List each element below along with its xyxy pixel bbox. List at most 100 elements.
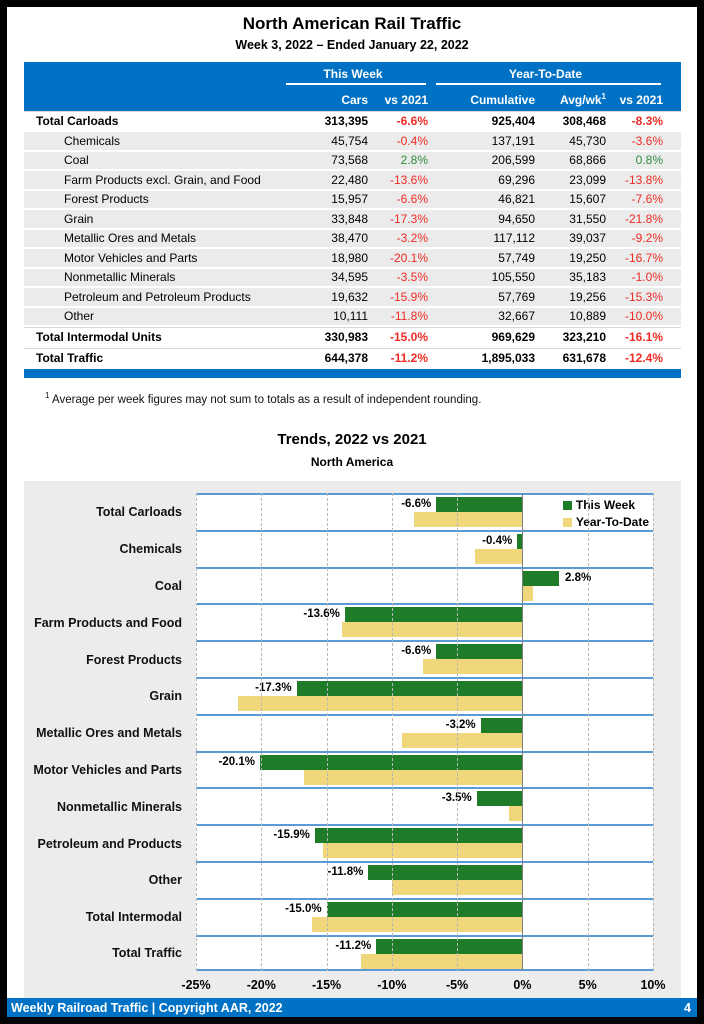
table-row: Nonmetallic Minerals 34,595 -3.5% 105,550 35… [24,268,681,288]
table-cell: 313,395 [324,114,368,128]
table-cell: Chemicals [64,133,121,148]
bar-year-to-date [509,806,523,822]
chart-category-label: Other [148,873,182,888]
bar-value-label: -15.9% [273,829,310,842]
column-header-vs2021-ytd: vs 2021 [619,92,663,107]
bar-this-week [522,570,559,586]
chart-category-label: Forest Products [86,652,182,667]
table-cell: 46,821 [498,192,535,207]
table-cell: -21.8% [624,211,663,226]
table-cell: 45,730 [569,133,606,148]
table-cell: 330,983 [324,330,368,344]
bar-year-to-date [342,622,523,638]
table-cell: -17.3% [389,211,428,226]
table-cell: -6.6% [396,114,428,128]
table-cell: 33,848 [331,211,368,226]
table-cell: 32,667 [498,309,535,324]
table-cell: Forest Products [64,192,149,207]
table-cell: 23,099 [569,172,606,187]
bar-year-to-date [414,512,523,527]
page-subtitle: Week 3, 2022 – Ended January 22, 2022 [235,38,469,52]
table-row: Petroleum and Petroleum Products 19,632 -1… [24,288,681,308]
table-cell: 19,256 [569,289,606,304]
bar-year-to-date [237,695,523,711]
legend-label: This Week [575,498,635,512]
bar-this-week [476,791,523,807]
x-axis-tick-label: -15% [311,978,342,993]
table-cell: -7.6% [631,192,663,207]
bar-year-to-date [423,659,523,675]
chart-band: Coal 2.8% [155,566,653,604]
table-cell: Metallic Ores and Metals [64,231,197,246]
table-cell: 57,749 [498,250,535,265]
table-cell: 35,183 [569,270,606,285]
table-cell: 94,650 [498,211,535,226]
table-cell: Other [64,309,95,324]
x-axis-tick-label: -5% [446,978,469,993]
table-cell: -12.4% [624,351,663,365]
legend-label: Year-To-Date [575,515,649,529]
legend-swatch-icon [562,500,572,510]
chart-band: Farm Products and Food -13.6% [34,603,653,641]
bar-this-week [517,533,523,549]
bar-year-to-date [304,769,523,785]
table-row: Other 10,111 -11.8% 32,667 10,889 -10.0% [24,307,681,327]
table-cell: 117,112 [493,231,535,246]
chart-band: Motor Vehicles and Parts -20.1% [33,750,653,788]
footer-page-number: 4 [684,1000,691,1015]
chart-category-label: Coal [154,578,182,593]
bar-value-label: -20.1% [218,755,255,768]
legend-swatch-icon [562,517,572,527]
table-cell: -20.1% [389,250,428,265]
table-row: Grain 33,848 -17.3% 94,650 31,550 -21.8% [24,210,681,230]
bar-this-week [368,864,523,880]
table-cell: -15.0% [389,330,428,344]
table-cell: 39,037 [569,231,606,246]
table-cell: -13.6% [389,172,428,187]
report-page: North American Rail Traffic Week 3, 2022… [7,7,697,1017]
bar-value-label: -15.0% [285,902,322,915]
table-cell: 631,678 [562,351,606,365]
chart-category-label: Chemicals [119,542,182,557]
x-axis-tick-label: 10% [640,978,666,993]
bar-this-week [480,717,523,733]
column-header-vs2021-week: vs 2021 [384,92,428,107]
chart-band: Forest Products -6.6% [86,640,653,677]
table-cell: 69,296 [498,172,535,187]
table-cell: 15,607 [569,192,606,207]
chart-band: Other -11.8% [149,860,653,898]
chart-category-label: Farm Products and Food [34,615,182,630]
bar-value-label: -11.8% [327,865,364,878]
chart-legend: This Week Year-To-Date [562,498,649,532]
x-axis-tick-label: 5% [578,978,597,993]
table-bottom-bar [24,369,681,378]
x-axis-tick-label: -20% [246,978,276,993]
footer-text: Weekly Railroad Traffic | Copyright AAR,… [11,1000,283,1015]
chart-category-label: Total Intermodal [85,910,182,925]
table-cell: 38,470 [331,231,368,246]
table-cell: 308,468 [562,114,606,128]
trends-chart: Total Carloads -6.6% This Week Year-To-Date… [24,481,681,1004]
table-cell: 15,957 [331,192,368,207]
x-axis-tick-label: 0% [513,978,532,993]
chart-category-label: Grain [149,689,182,704]
table-cell: Total Carloads [36,114,119,128]
table-cell: -3.6% [631,133,663,148]
bar-value-label: 2.8% [564,571,592,584]
table-cell: Total Traffic [36,351,104,365]
chart-category-label: Metallic Ores and Metals [36,726,182,741]
table-row: Total Carloads 313,395 -6.6% 925,404 308,468… [24,111,681,132]
table-cell: -13.8% [624,172,663,187]
table-row: Coal 73,568 2.8% 206,599 68,866 0.8% [24,151,681,171]
column-header-avg-per-week: Avg/wk1 [559,91,606,107]
table-cell: -11.2% [390,351,428,365]
table-cell: 34,595 [331,270,368,285]
chart-category-label: Total Traffic [112,945,182,960]
chart-title: Trends, 2022 vs 2021 [277,431,427,448]
chart-category-label: Nonmetallic Minerals [56,799,182,814]
table-cell: 22,480 [331,172,368,187]
table-cell: 105,550 [491,270,535,285]
chart-category-label: Petroleum and Products [37,836,182,851]
table-cell: -1.0% [631,270,663,285]
chart-subtitle: North America [310,455,394,469]
